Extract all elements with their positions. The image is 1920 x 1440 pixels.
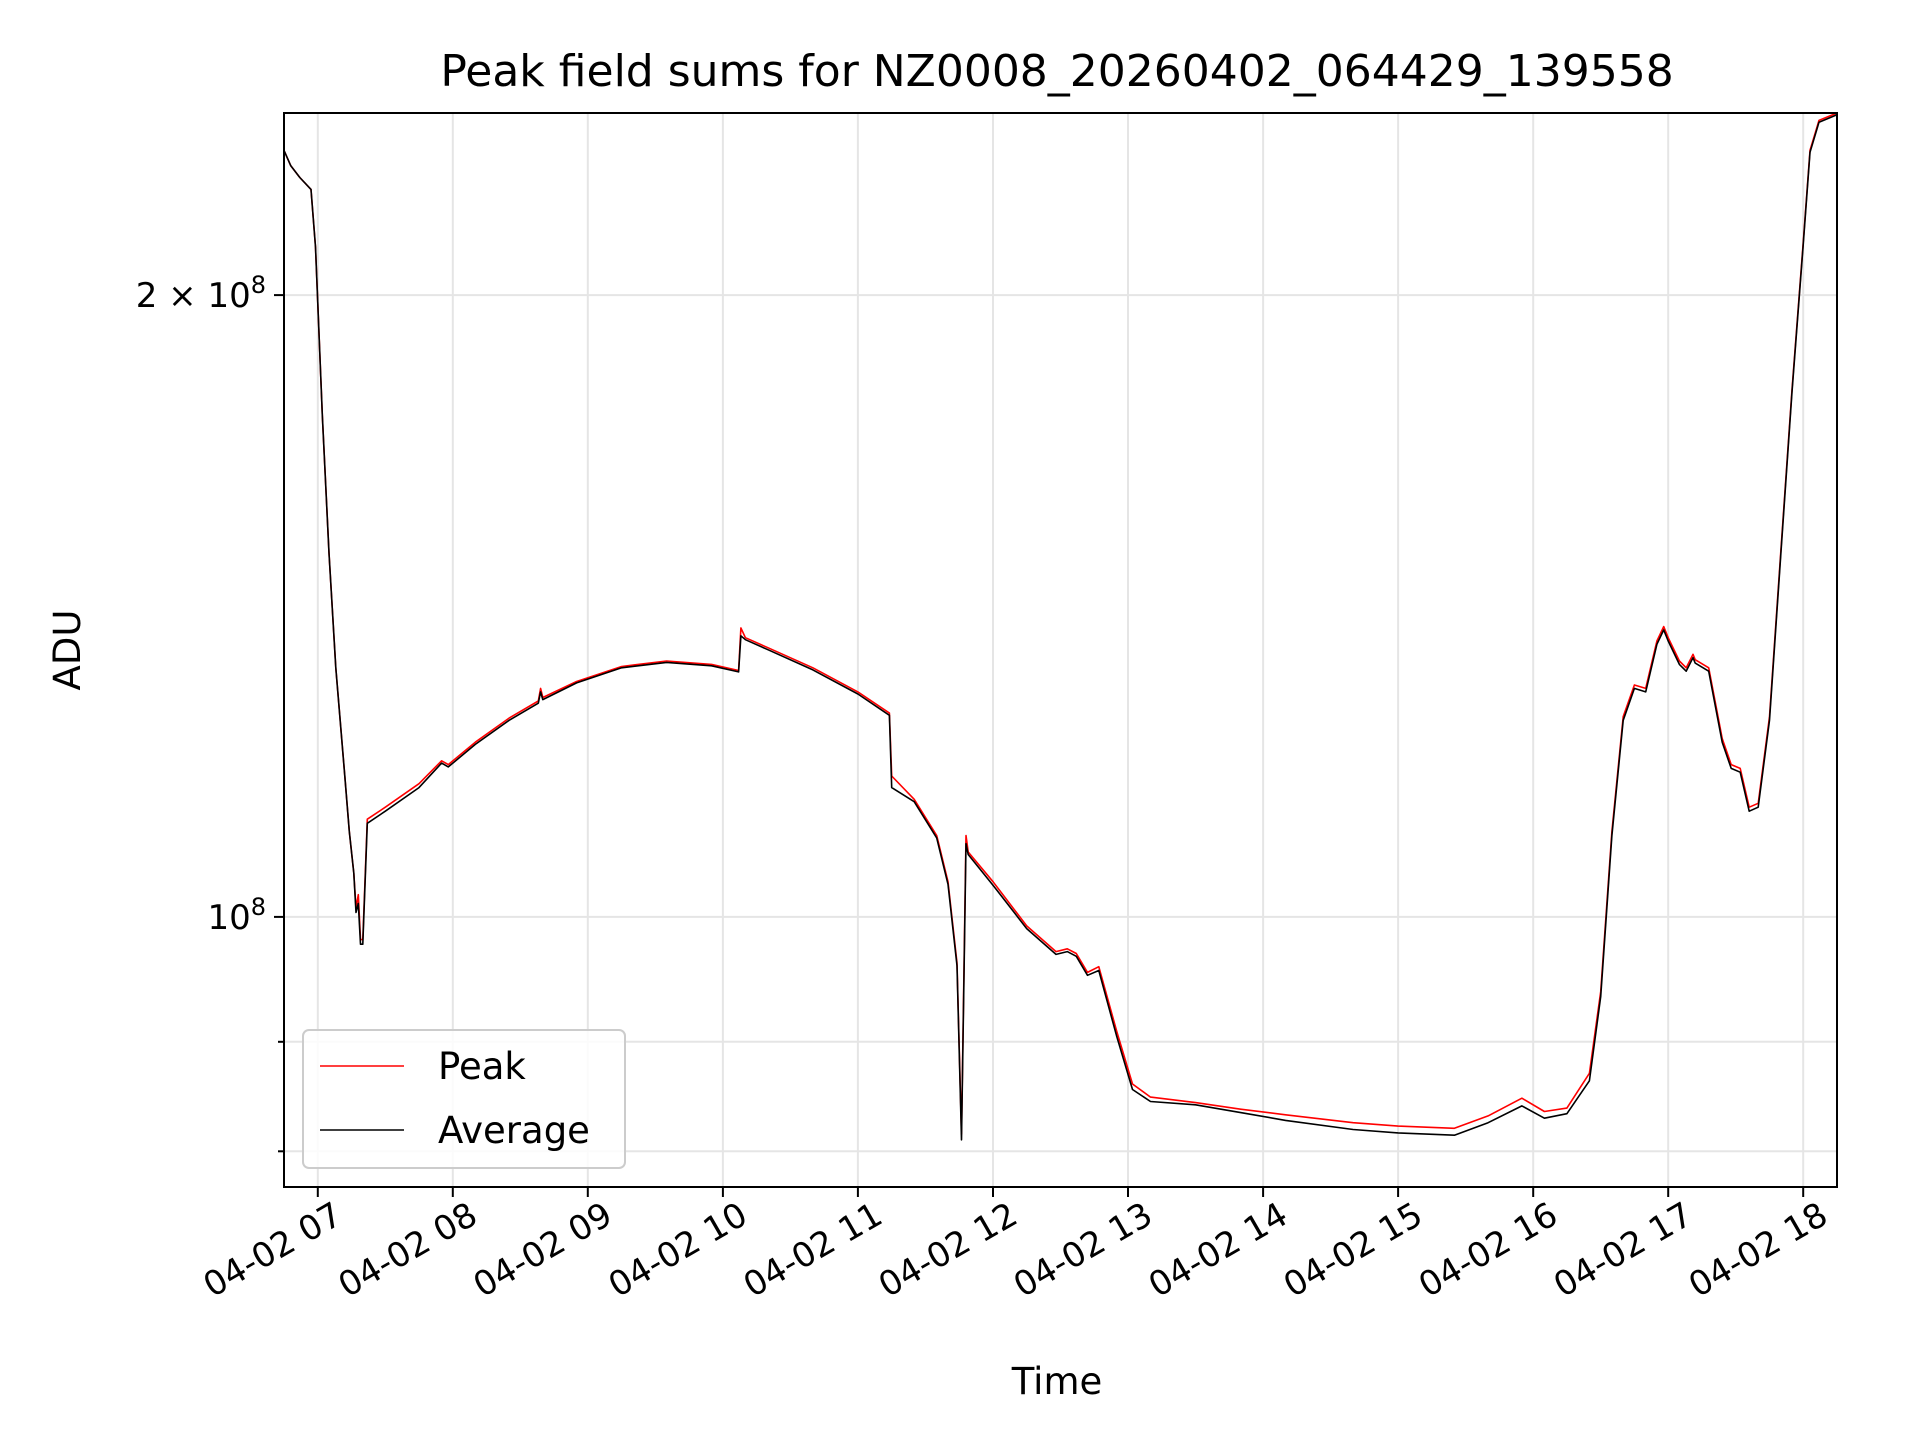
series-line-average	[284, 114, 1837, 1141]
plot-area	[284, 113, 1837, 1141]
plot-frame	[283, 112, 1838, 1188]
legend-box	[302, 1029, 626, 1169]
legend: Peak Average	[302, 1029, 626, 1169]
y-axis-label: ADU	[46, 610, 89, 691]
y-tick-label-exponent: 8	[251, 271, 266, 299]
series-layer	[284, 113, 1837, 1141]
y-tick-label-exponent: 8	[251, 893, 266, 921]
legend-label-peak: Peak	[438, 1045, 526, 1088]
y-tick-label-base: 10	[207, 898, 250, 938]
chart-title: Peak field sums for NZ0008_20260402_0644…	[440, 46, 1673, 97]
y-tick-label: 108	[207, 893, 266, 938]
y-tick-label-base: 2 × 10	[136, 276, 251, 316]
y-tick-label: 2 × 108	[136, 271, 266, 316]
legend-label-average: Average	[438, 1109, 590, 1152]
x-axis-label: Time	[1011, 1360, 1103, 1403]
